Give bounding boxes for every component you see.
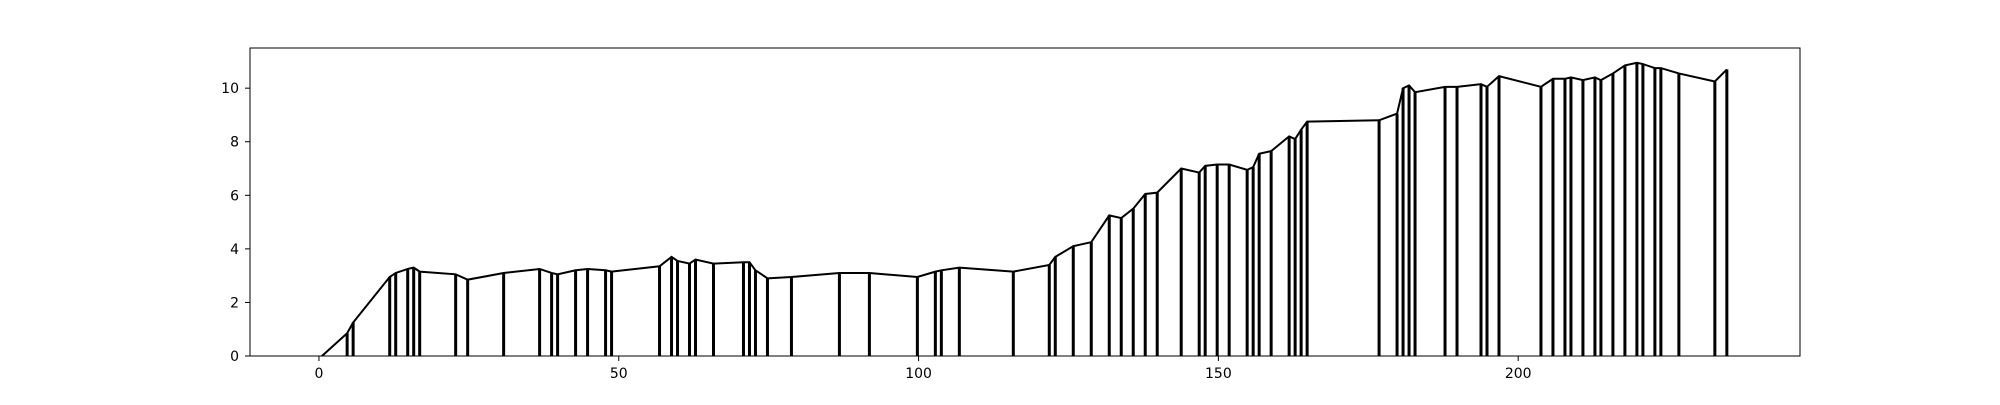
plot-frame bbox=[249, 47, 1801, 357]
drop-lines bbox=[345, 62, 1729, 356]
series-line bbox=[321, 61, 1728, 357]
y-tick-label: 6 bbox=[230, 188, 239, 204]
x-tick-label: 50 bbox=[610, 366, 628, 382]
y-tick-label: 4 bbox=[230, 242, 239, 258]
x-tick-label: 100 bbox=[905, 366, 932, 382]
y-tick-label: 0 bbox=[230, 349, 239, 365]
y-tick-label: 10 bbox=[221, 81, 239, 97]
x-tick-label: 150 bbox=[1205, 366, 1232, 382]
x-tick-label: 0 bbox=[314, 366, 323, 382]
plot-area bbox=[250, 48, 1800, 356]
y-tick-label: 8 bbox=[230, 135, 239, 151]
y-tick-label: 2 bbox=[230, 295, 239, 311]
y-axis: 0 2 4 6 8 10 bbox=[221, 81, 250, 365]
x-tick-label: 200 bbox=[1505, 366, 1532, 382]
x-axis: 0 50 100 150 200 bbox=[314, 356, 1532, 382]
